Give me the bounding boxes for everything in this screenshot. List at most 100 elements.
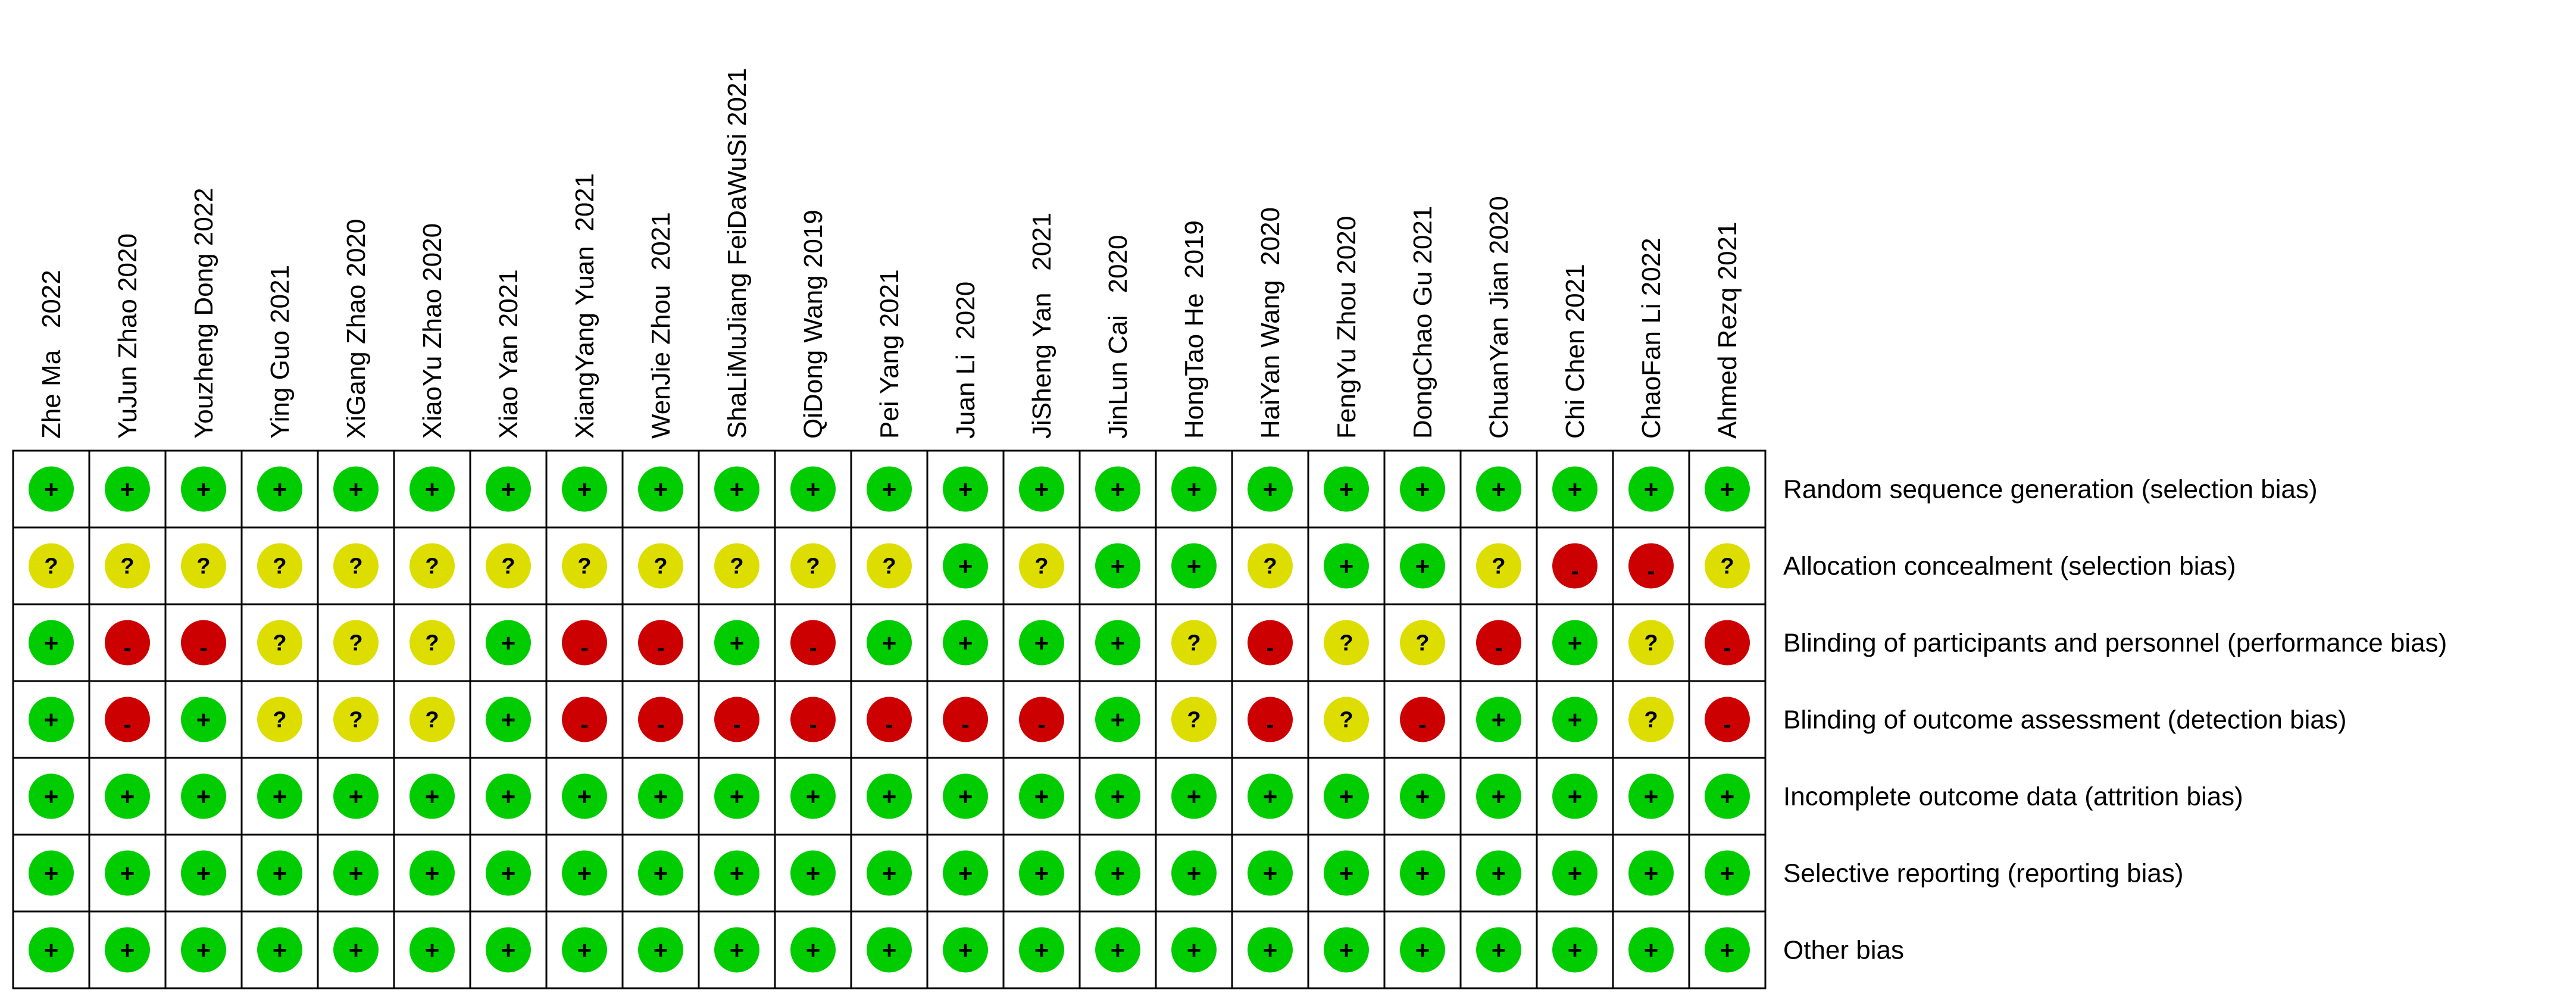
judgement-mark: - (638, 620, 683, 666)
judgement-circle (1019, 773, 1064, 819)
judgement-symbol: + (44, 706, 59, 734)
judgement-mark: + (714, 927, 759, 973)
judgement-circle (714, 466, 759, 512)
judgement-circle (1095, 927, 1140, 973)
study-label: YuJun Zhao 2020 (113, 233, 142, 439)
judgement-circle (867, 850, 912, 896)
judgement-mark: + (486, 466, 531, 512)
judgement-mark: + (1476, 850, 1521, 896)
judgement-mark: + (1095, 543, 1140, 589)
judgement-mark: + (943, 620, 988, 666)
judgement-mark: + (1476, 773, 1521, 819)
judgement-mark: + (562, 850, 607, 896)
judgement-symbol: + (806, 860, 821, 888)
judgement-mark: + (1095, 850, 1140, 896)
judgement-symbol: + (1568, 476, 1583, 504)
judgement-symbol: + (1263, 936, 1278, 964)
judgement-circle (105, 773, 150, 819)
judgement-symbol: - (199, 635, 207, 661)
judgement-symbol: + (882, 860, 897, 888)
study-label: JiSheng Yan 2021 (1027, 213, 1056, 439)
judgement-circle (943, 543, 988, 589)
judgement-symbol: + (1568, 629, 1583, 657)
judgement-circle (1552, 927, 1598, 973)
judgement-circle (1705, 927, 1750, 973)
judgement-circle (409, 927, 455, 973)
judgement-symbol: + (958, 552, 973, 580)
domain-label: Blinding of outcome assessment (detectio… (1783, 705, 2347, 735)
study-labels: Zhe Ma 2022 YuJun Zhao 2020 Youzheng Dong … (37, 68, 1742, 439)
judgement-circle (1400, 697, 1445, 742)
study-label: QiDong Wang 2019 (799, 210, 828, 439)
judgement-circle (638, 697, 683, 742)
judgement-symbol: - (580, 712, 588, 738)
judgement-circle (409, 543, 455, 589)
judgement-mark: ? (1400, 620, 1445, 666)
judgement-mark: + (29, 850, 74, 896)
domain-label: Selective reporting (reporting bias) (1783, 859, 2184, 888)
judgement-symbol: + (120, 860, 135, 888)
judgement-circle (1324, 543, 1369, 589)
judgement-mark: + (1171, 466, 1217, 512)
judgement-circle (333, 697, 379, 742)
judgement-symbol: + (1111, 629, 1126, 657)
judgement-symbol: + (1111, 476, 1126, 504)
judgement-circle (1171, 466, 1217, 512)
judgement-circle (638, 620, 683, 666)
judgement-circle (1552, 543, 1598, 589)
judgement-mark: ? (181, 543, 226, 589)
judgement-circle (105, 850, 150, 896)
judgement-mark: ? (409, 543, 455, 589)
judgement-symbol: + (882, 783, 897, 811)
judgement-symbol: - (1723, 635, 1731, 661)
judgement-symbol: ? (1415, 631, 1429, 656)
judgement-symbol: + (1339, 860, 1354, 888)
judgement-mark: - (562, 620, 607, 666)
judgement-symbol: ? (1492, 554, 1505, 579)
judgement-circle (257, 927, 302, 973)
judgement-circle (1628, 620, 1674, 666)
judgement-mark: + (1019, 927, 1064, 973)
judgement-circle (790, 927, 836, 973)
judgement-circle (333, 927, 379, 973)
judgement-circle (1628, 773, 1674, 819)
judgement-circle (562, 466, 607, 512)
judgement-circle (1400, 620, 1445, 666)
judgement-circle (409, 850, 455, 896)
judgement-symbol: + (1644, 860, 1659, 888)
judgement-mark: + (714, 850, 759, 896)
judgement-mark: - (1628, 543, 1674, 589)
judgement-mark: + (790, 773, 836, 819)
judgement-circle (1095, 773, 1140, 819)
judgement-circle (1476, 927, 1521, 973)
study-label: ChaoFan Li 2022 (1637, 238, 1666, 439)
judgement-mark: - (105, 697, 150, 742)
judgement-mark: + (1628, 466, 1674, 512)
judgement-circle (1552, 620, 1598, 666)
judgement-symbol: + (1568, 936, 1583, 964)
judgement-circle (1476, 773, 1521, 819)
judgement-mark: + (790, 850, 836, 896)
judgement-symbol: ? (1187, 708, 1201, 733)
judgement-mark: ? (1324, 620, 1369, 666)
judgement-symbol: ? (425, 708, 439, 733)
judgement-circle (638, 773, 683, 819)
judgement-symbol: + (882, 629, 897, 657)
judgement-mark: - (1705, 697, 1750, 742)
judgement-symbol: ? (120, 554, 134, 579)
domain-label: Random sequence generation (selection bi… (1783, 475, 2318, 504)
judgement-circle (181, 466, 226, 512)
judgement-symbol: + (273, 476, 287, 504)
judgement-circle (1705, 620, 1750, 666)
judgement-mark: ? (1324, 697, 1369, 742)
judgement-circle (486, 850, 531, 896)
judgement-circle (257, 697, 302, 742)
judgement-circle (29, 927, 74, 973)
judgement-circle (1476, 620, 1521, 666)
judgement-mark: + (562, 773, 607, 819)
judgement-circle (790, 620, 836, 666)
judgement-circle (1552, 697, 1598, 742)
judgement-circle (1400, 466, 1445, 512)
judgement-symbol: + (1339, 783, 1354, 811)
judgement-symbol: + (1492, 706, 1506, 734)
